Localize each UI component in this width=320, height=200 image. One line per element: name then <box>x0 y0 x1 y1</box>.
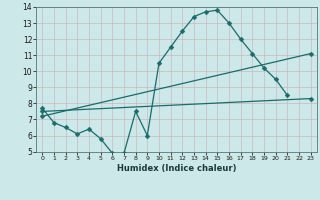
X-axis label: Humidex (Indice chaleur): Humidex (Indice chaleur) <box>117 164 236 173</box>
